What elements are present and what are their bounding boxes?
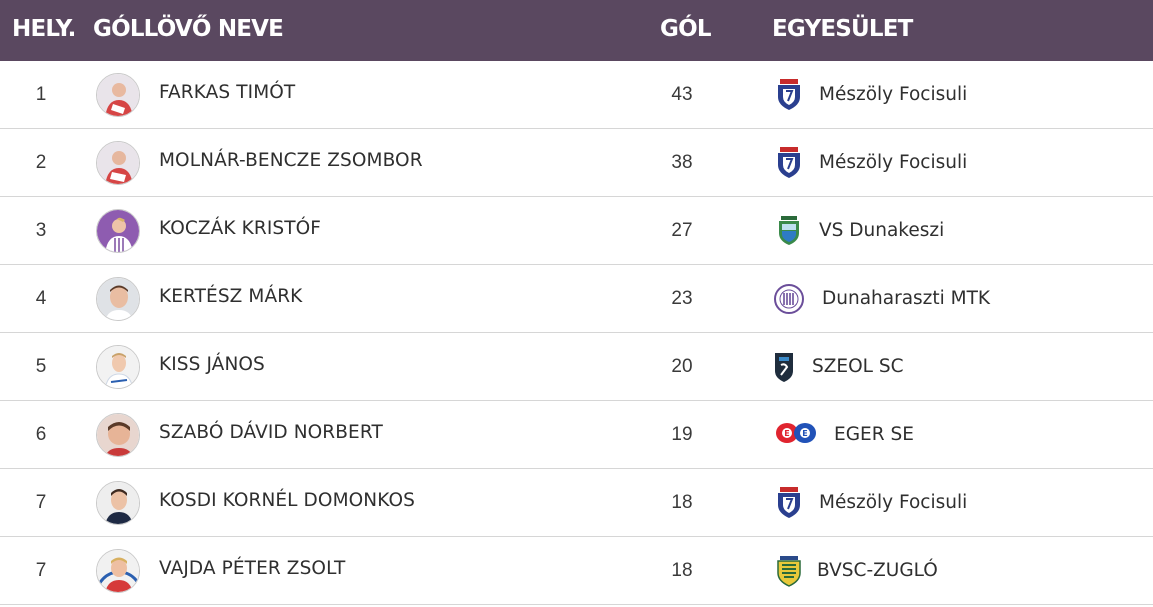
meszoly-focisuli-crest-icon [774,147,804,179]
scorer-name-column-header[interactable]: GÓLLÖVŐ NEVE [93,16,284,42]
player-avatar [96,277,140,321]
player-name[interactable]: MOLNÁR-BENCZE ZSOMBOR [159,150,423,171]
table-row: 5 KISS JÁNOS 20 SZEOL SC [0,333,1153,401]
club-column-header[interactable]: EGYESÜLET [772,16,913,42]
player-name[interactable]: KERTÉSZ MÁRK [159,286,303,307]
player-avatar [96,549,140,593]
club-name[interactable]: Mészöly Focisuli [819,84,968,105]
club-name[interactable]: VS Dunakeszi [819,220,945,241]
rank-cell: 1 [35,84,47,105]
goals-cell: 18 [671,560,693,581]
table-row: 1 FARKAS TIMÓT 43 Mészöly Focisuli [0,61,1153,129]
goals-cell: 20 [671,356,693,377]
goals-cell: 43 [671,84,693,105]
goals-cell: 23 [671,288,693,309]
player-avatar [96,413,140,457]
rank-cell: 7 [35,560,47,581]
club-name[interactable]: BVSC-ZUGLÓ [817,560,938,581]
meszoly-focisuli-crest-icon [774,79,804,111]
rank-cell: 4 [35,288,47,309]
club-name[interactable]: Mészöly Focisuli [819,152,968,173]
club-name[interactable]: Dunaharaszti MTK [822,288,991,309]
svg-text:E: E [784,429,789,438]
player-name[interactable]: KOCZÁK KRISTÓF [159,218,322,239]
table-header: HELY. GÓLLÖVŐ NEVE GÓL EGYESÜLET [0,0,1153,61]
rank-cell: 6 [35,424,47,445]
club-name[interactable]: SZEOL SC [812,356,904,377]
rank-cell: 3 [35,220,47,241]
player-name[interactable]: FARKAS TIMÓT [159,82,296,103]
player-name[interactable]: SZABÓ DÁVID NORBERT [159,422,383,443]
szeol-sc-crest-icon [772,351,796,383]
goals-cell: 19 [671,424,693,445]
player-avatar [96,345,140,389]
table-row: 7 KOSDI KORNÉL DOMONKOS 18 Mészöly Focis… [0,469,1153,537]
player-avatar [96,481,140,525]
player-avatar [96,73,140,117]
goals-cell: 38 [671,152,693,173]
goals-cell: 18 [671,492,693,513]
player-name[interactable]: KOSDI KORNÉL DOMONKOS [159,490,415,511]
dunaharaszti-mtk-crest-icon [774,283,804,315]
club-name[interactable]: EGER SE [834,424,914,445]
vs-dunakeszi-crest-icon [774,215,804,247]
rank-column-header[interactable]: HELY. [12,16,76,42]
table-row: 2 MOLNÁR-BENCZE ZSOMBOR 38 Mészöly Focis… [0,129,1153,197]
goals-cell: 27 [671,220,693,241]
player-avatar [96,141,140,185]
table-row: 3 KOCZÁK KRISTÓF 27 VS Dunakeszi [0,197,1153,265]
table-row: 7 VAJDA PÉTER ZSOLT 18 BVSC-ZUGLÓ [0,537,1153,605]
meszoly-focisuli-crest-icon [774,487,804,519]
table-row: 4 KERTÉSZ MÁRK 23 Dunaharaszti MTK [0,265,1153,333]
goals-column-header[interactable]: GÓL [660,16,711,42]
club-name[interactable]: Mészöly Focisuli [819,492,968,513]
svg-text:E: E [802,429,807,438]
rank-cell: 5 [35,356,47,377]
rank-cell: 7 [35,492,47,513]
bvsc-zuglo-crest-icon [774,555,804,587]
rank-cell: 2 [35,152,47,173]
player-name[interactable]: VAJDA PÉTER ZSOLT [159,558,346,579]
player-name[interactable]: KISS JÁNOS [159,354,265,375]
player-avatar [96,209,140,253]
